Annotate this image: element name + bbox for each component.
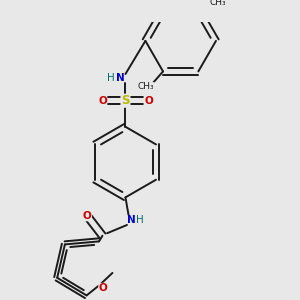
Text: CH₃: CH₃ xyxy=(138,82,154,91)
Text: O: O xyxy=(98,96,107,106)
Text: H: H xyxy=(107,73,115,83)
Text: O: O xyxy=(99,284,107,293)
Text: N: N xyxy=(116,73,124,83)
Text: H: H xyxy=(136,215,144,225)
Text: CH₃: CH₃ xyxy=(210,0,226,7)
Text: O: O xyxy=(83,211,92,221)
Text: N: N xyxy=(127,215,135,225)
Text: S: S xyxy=(121,94,130,107)
Text: O: O xyxy=(144,96,153,106)
